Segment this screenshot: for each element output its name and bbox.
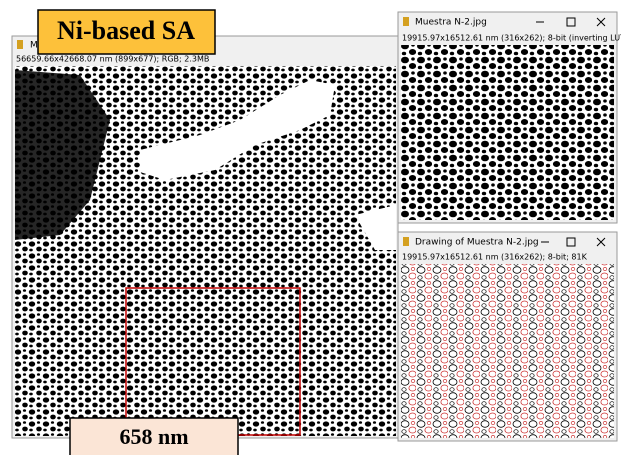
drawing-window: Drawing of Muestra N-2.jpg 19915.97x1651… bbox=[398, 232, 617, 441]
outline-drawing bbox=[401, 264, 614, 438]
screen: M 56659.66x42668.07 nm (899x677); RGB; 2… bbox=[0, 0, 621, 455]
app-icon bbox=[403, 237, 409, 246]
app-icon bbox=[403, 17, 409, 26]
window-title: M bbox=[30, 41, 38, 51]
window-title: Drawing of Muestra N-2.jpg bbox=[415, 238, 539, 248]
image-window: Muestra N-2.jpg 19915.97x16512.61 nm (31… bbox=[398, 12, 621, 223]
app-icon bbox=[17, 40, 23, 49]
scale-label: 658 nm bbox=[119, 424, 188, 449]
main-window: M 56659.66x42668.07 nm (899x677); RGB; 2… bbox=[12, 36, 398, 438]
window-info: 19915.97x16512.61 nm (316x262); 8-bit; 8… bbox=[402, 253, 588, 262]
window-info: 56659.66x42668.07 nm (899x677); RGB; 2.3… bbox=[16, 55, 209, 64]
window-info: 19915.97x16512.61 nm (316x262); 8-bit (i… bbox=[402, 34, 621, 43]
material-label: Ni-based SA bbox=[57, 16, 195, 45]
micrograph bbox=[401, 45, 614, 220]
window-title: Muestra N-2.jpg bbox=[415, 18, 487, 28]
